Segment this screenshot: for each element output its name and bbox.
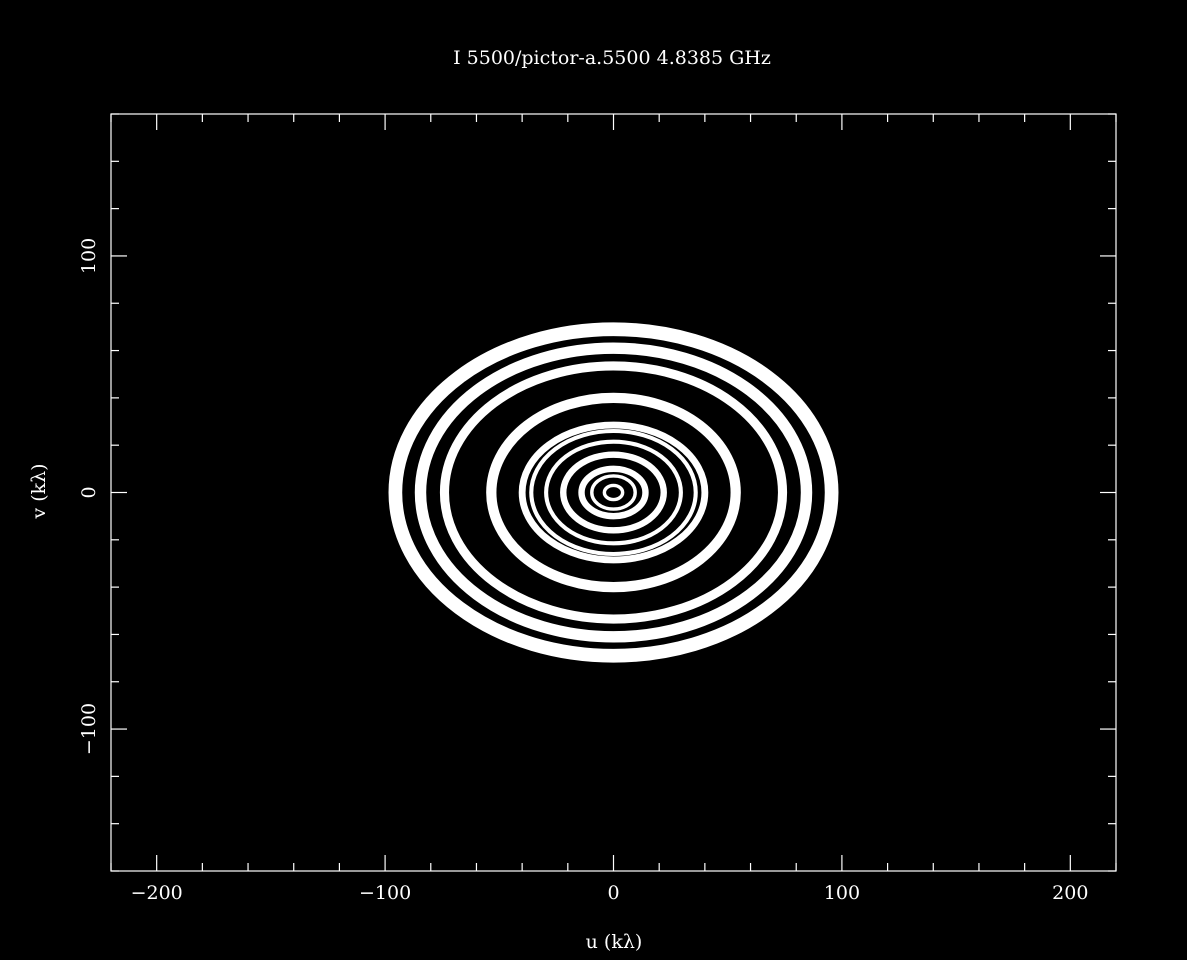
x-tick-labels: −200 −100 0 100 200 [131,882,1089,904]
y-tick-label: 100 [78,238,100,274]
y-tick-labels: −100 0 100 [78,238,100,755]
uv-track-4 [518,421,709,564]
y-tick-label: 0 [78,486,100,498]
x-tick-label: 200 [1052,882,1088,904]
x-tick-label: −100 [359,882,411,904]
uv-track-10 [602,483,625,502]
x-tick-label: −200 [131,882,183,904]
uv-track-9 [590,474,637,511]
x-tick-label: 100 [824,882,860,904]
uv-track-0 [388,322,839,663]
uv-track-6 [544,439,683,546]
uv-track-3 [486,392,741,593]
uv-track-2 [439,361,788,624]
uv-track-8 [578,465,649,520]
axis-ticks [110,113,1117,872]
uv-track-1 [414,342,813,643]
uv-track-7 [560,451,667,534]
x-tick-label: 0 [607,882,619,904]
y-axis-label: v (kλ) [28,463,50,519]
chart-title: I 5500/pictor-a.5500 4.8385 GHz [453,47,771,69]
uv-tracks [388,322,839,663]
y-tick-label: −100 [78,703,100,755]
uv-track-5 [529,428,698,557]
x-axis-label: u (kλ) [586,931,643,953]
